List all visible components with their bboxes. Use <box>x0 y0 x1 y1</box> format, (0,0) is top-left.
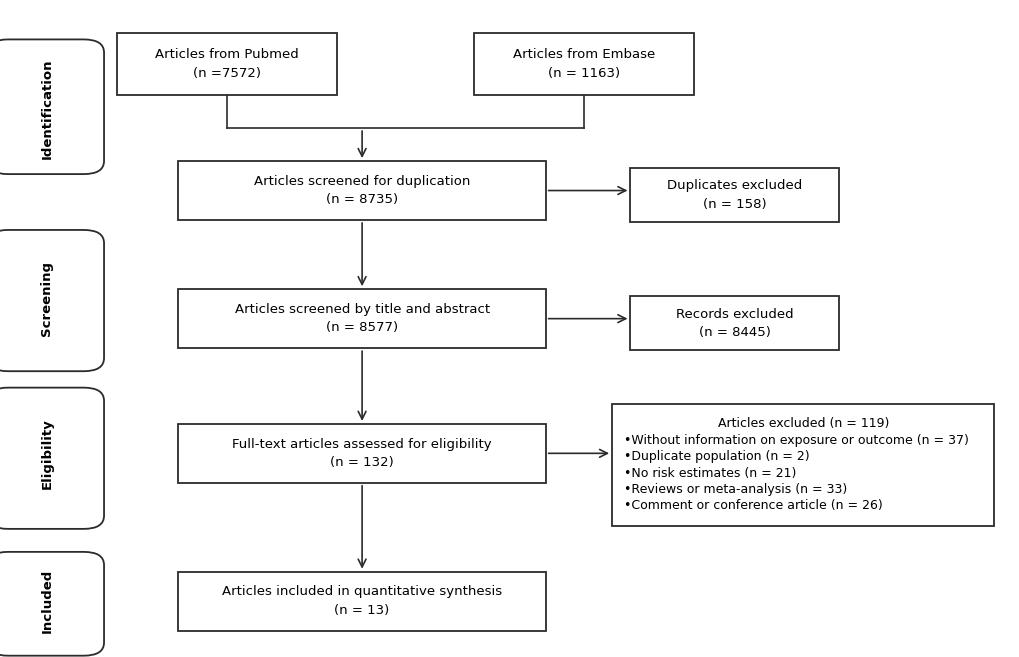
FancyBboxPatch shape <box>0 39 104 174</box>
Text: •Duplicate population (n = 2): •Duplicate population (n = 2) <box>624 450 809 463</box>
Text: Screening: Screening <box>41 261 53 336</box>
Text: (n =7572): (n =7572) <box>193 67 261 79</box>
Text: •Comment or conference article (n = 26): •Comment or conference article (n = 26) <box>624 499 882 512</box>
FancyBboxPatch shape <box>474 33 693 95</box>
Text: •No risk estimates (n = 21): •No risk estimates (n = 21) <box>624 466 796 480</box>
Text: Articles excluded (n = 119): Articles excluded (n = 119) <box>716 417 889 430</box>
Text: Eligibility: Eligibility <box>41 418 53 489</box>
Text: (n = 8445): (n = 8445) <box>698 326 770 339</box>
FancyBboxPatch shape <box>630 168 839 222</box>
Text: Included: Included <box>41 569 53 633</box>
Text: •Reviews or meta-analysis (n = 33): •Reviews or meta-analysis (n = 33) <box>624 483 847 496</box>
Text: Articles from Pubmed: Articles from Pubmed <box>155 49 299 61</box>
FancyBboxPatch shape <box>117 33 336 95</box>
FancyBboxPatch shape <box>0 552 104 656</box>
FancyBboxPatch shape <box>178 424 545 483</box>
Text: Records excluded: Records excluded <box>676 307 793 321</box>
Text: Duplicates excluded: Duplicates excluded <box>666 179 802 193</box>
Text: Articles included in quantitative synthesis: Articles included in quantitative synthe… <box>222 585 501 599</box>
Text: (n = 8735): (n = 8735) <box>326 193 397 206</box>
Text: Articles screened by title and abstract: Articles screened by title and abstract <box>234 303 489 316</box>
FancyBboxPatch shape <box>178 161 545 220</box>
FancyBboxPatch shape <box>0 388 104 529</box>
Text: (n = 132): (n = 132) <box>330 456 393 469</box>
Text: (n = 13): (n = 13) <box>334 604 389 617</box>
Text: (n = 1163): (n = 1163) <box>547 67 620 79</box>
FancyBboxPatch shape <box>630 296 839 350</box>
Text: Identification: Identification <box>41 58 53 158</box>
FancyBboxPatch shape <box>178 289 545 348</box>
FancyBboxPatch shape <box>611 404 994 526</box>
Text: Full-text articles assessed for eligibility: Full-text articles assessed for eligibil… <box>232 438 491 451</box>
Text: Articles from Embase: Articles from Embase <box>513 49 654 61</box>
Text: (n = 158): (n = 158) <box>702 198 766 211</box>
Text: •Without information on exposure or outcome (n = 37): •Without information on exposure or outc… <box>624 434 968 447</box>
FancyBboxPatch shape <box>0 230 104 371</box>
FancyBboxPatch shape <box>178 572 545 631</box>
Text: Articles screened for duplication: Articles screened for duplication <box>254 175 470 188</box>
Text: (n = 8577): (n = 8577) <box>326 321 397 334</box>
